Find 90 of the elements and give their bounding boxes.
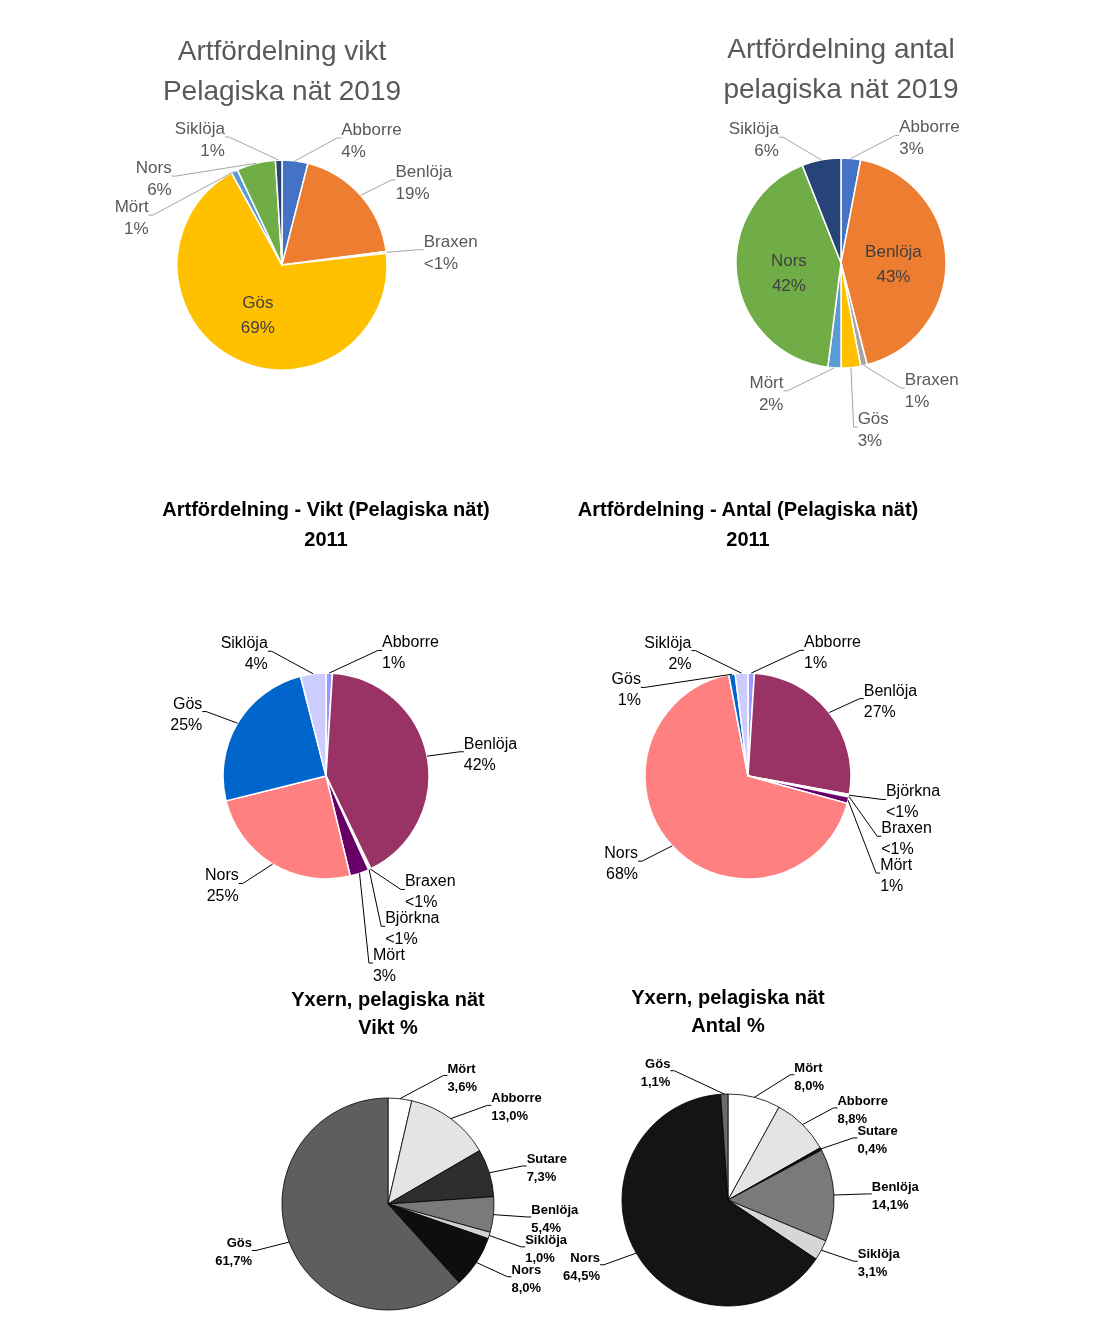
- data-label: 61,7%: [215, 1253, 253, 1269]
- slice-label: Gös: [645, 1055, 671, 1071]
- slice-label: Gös: [172, 694, 203, 712]
- data-label: 2%: [758, 394, 784, 414]
- slice-label: Braxen: [423, 231, 478, 251]
- slice-label: Nors: [770, 250, 807, 270]
- slice-label: Benlöja: [395, 162, 453, 182]
- chart-title: Yxern, pelagiska nät Antal %: [631, 986, 826, 1037]
- data-label: 1,1%: [640, 1073, 671, 1089]
- data-label: 1%: [880, 877, 904, 895]
- slice-label: Mört: [880, 856, 913, 874]
- data-label: <1%: [885, 803, 919, 821]
- data-label: 3%: [372, 967, 397, 985]
- data-label: 42%: [771, 275, 806, 295]
- slice-label: Abborre: [899, 117, 960, 137]
- data-label: 3,6%: [447, 1078, 478, 1094]
- data-label: <1%: [404, 893, 438, 911]
- data-label: <1%: [423, 253, 459, 273]
- data-label: 1%: [904, 392, 930, 412]
- data-label: 1,0%: [525, 1249, 556, 1265]
- data-label: 1%: [200, 140, 225, 160]
- data-label: 25%: [206, 887, 239, 905]
- data-label: 3,1%: [857, 1264, 888, 1280]
- slice-label: Braxen: [404, 872, 456, 890]
- slice-label: Nors: [135, 158, 172, 178]
- chart-title: Artfördelning - Antal (Pelagiska nät) 2011: [577, 498, 919, 551]
- data-label: 1%: [617, 691, 641, 709]
- slice-label: Abborre: [382, 633, 440, 651]
- data-label: 25%: [170, 715, 203, 733]
- data-label: 14,1%: [871, 1196, 910, 1212]
- slice-label: Siklöja: [644, 633, 692, 651]
- slice-label: Nors: [204, 866, 239, 884]
- chart-title: Yxern, pelagiska nät Vikt %: [291, 988, 486, 1039]
- slice-label: Nors: [570, 1249, 600, 1265]
- data-label: 42%: [463, 755, 496, 773]
- slice-label: Gös: [611, 670, 641, 688]
- slice-label: Abborre: [491, 1090, 542, 1106]
- slice-label: Siklöja: [728, 119, 780, 139]
- slice-label: Gös: [857, 409, 889, 429]
- data-label: 6%: [147, 180, 172, 200]
- slice-label: Gös: [226, 1235, 253, 1251]
- slice-label: Björkna: [885, 782, 941, 800]
- slice-label: Mört: [114, 197, 149, 217]
- data-label: 69%: [240, 317, 275, 337]
- data-label: 4%: [341, 141, 366, 161]
- slice-label: Benlöja: [531, 1201, 580, 1217]
- slice-label: Braxen: [904, 370, 959, 390]
- data-label: 7,3%: [526, 1168, 557, 1184]
- data-label: 5,4%: [531, 1219, 562, 1235]
- data-label: 4%: [244, 655, 268, 673]
- slice-label: Benlöja: [865, 242, 923, 262]
- data-label: 1%: [124, 219, 149, 239]
- data-label: 3%: [899, 139, 924, 159]
- data-label: 3%: [857, 431, 883, 451]
- slice-label: Abborre: [837, 1092, 888, 1108]
- slice-label: Björkna: [385, 909, 440, 927]
- slice-label: Benlöja: [463, 734, 518, 752]
- slice-label: Siklöja: [857, 1246, 901, 1262]
- data-label: 1%: [804, 654, 828, 672]
- slice-label: Mört: [372, 946, 406, 964]
- data-label: 8,0%: [511, 1279, 542, 1295]
- slice-label: Braxen: [881, 819, 932, 837]
- data-label: 43%: [876, 267, 911, 287]
- slice-label: Sutare: [526, 1150, 568, 1166]
- slice-label: Nors: [604, 844, 639, 862]
- data-label: 27%: [863, 702, 896, 720]
- data-label: <1%: [881, 840, 914, 858]
- slice-label: Abborre: [341, 119, 402, 139]
- slice-label: Mört: [794, 1059, 824, 1075]
- data-label: 2%: [668, 654, 692, 672]
- slice-label: Abborre: [804, 633, 862, 651]
- data-label: 0,4%: [857, 1140, 888, 1156]
- data-label: 8,0%: [794, 1077, 825, 1093]
- slice-label: Siklöja: [220, 634, 268, 652]
- data-label: 1%: [382, 654, 406, 672]
- slice-label: Benlöja: [871, 1178, 920, 1194]
- slice-label: Mört: [749, 372, 784, 392]
- chart-title: Artfördelning - Vikt (Pelagiska nät) 2011: [162, 498, 490, 551]
- slice-label: Siklöja: [174, 118, 226, 138]
- data-label: 64,5%: [563, 1267, 601, 1283]
- slice-label: Gös: [242, 292, 274, 312]
- chart-title: Artfördelning vikt Pelagiska nät 2019: [162, 35, 402, 107]
- slice-label: Benlöja: [863, 681, 918, 699]
- data-label: 13,0%: [491, 1108, 529, 1124]
- data-label: 68%: [605, 865, 639, 883]
- slice-label: Mört: [447, 1060, 477, 1076]
- data-label: 19%: [395, 184, 430, 204]
- data-label: <1%: [385, 930, 418, 948]
- data-label: 6%: [754, 141, 779, 161]
- chart-title: Artfördelning antal pelagiska nät 2019: [723, 33, 959, 105]
